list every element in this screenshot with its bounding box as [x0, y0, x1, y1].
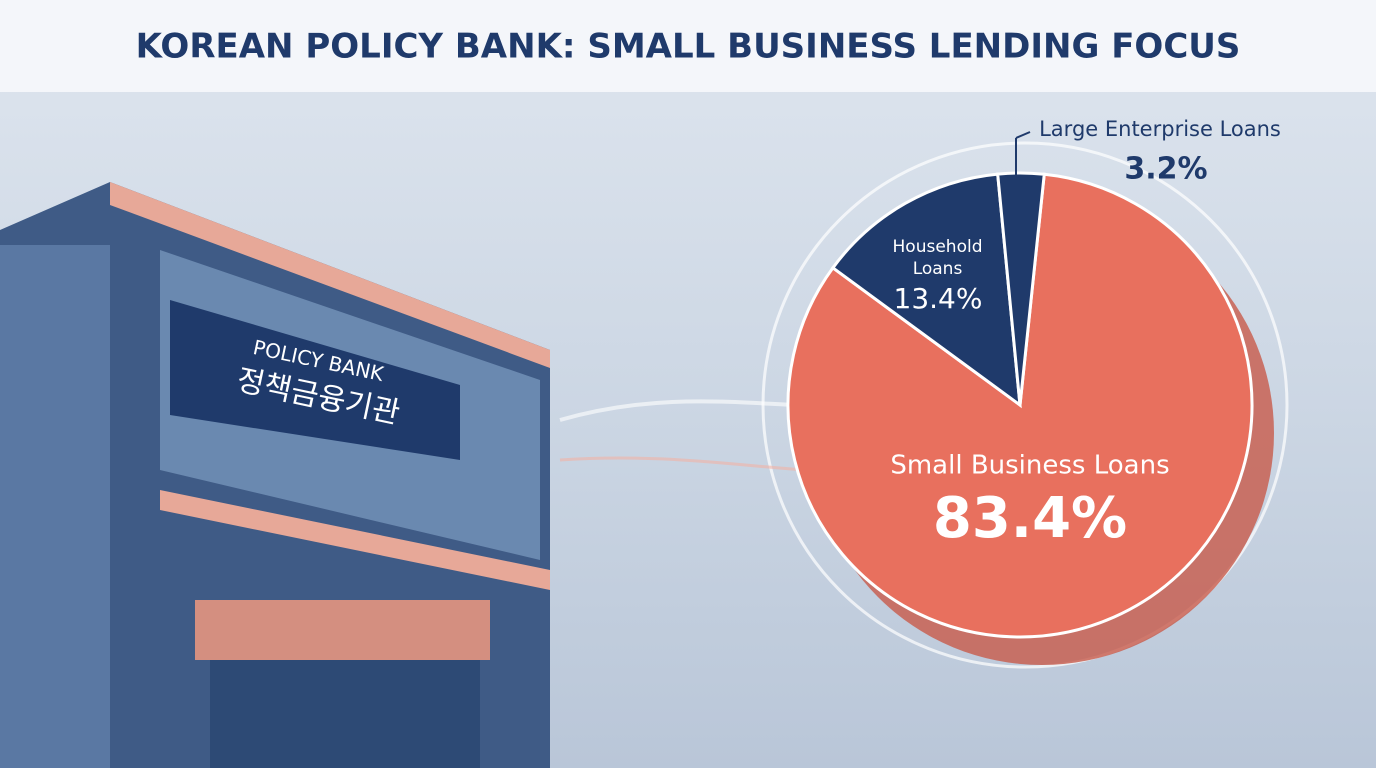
value-label: 13.4% — [894, 282, 983, 315]
value-label: 3.2% — [1124, 152, 1207, 187]
pie-slice — [996, 171, 1046, 406]
pie — [786, 171, 1274, 665]
title-band — [0, 0, 1376, 92]
slice-label: Small Business Loans — [890, 451, 1169, 481]
leader-line — [1015, 131, 1031, 139]
slice-label: Household Loans — [892, 237, 983, 279]
chart-title: KOREAN POLICY BANK: SMALL BUSINESS LENDI… — [136, 27, 1241, 67]
slice-label: Large Enterprise Loans — [1039, 117, 1281, 141]
building: POLICY BANK 정책금융기관 — [0, 182, 550, 768]
value-label: 83.4% — [933, 486, 1127, 551]
pie-slice — [830, 172, 1022, 409]
